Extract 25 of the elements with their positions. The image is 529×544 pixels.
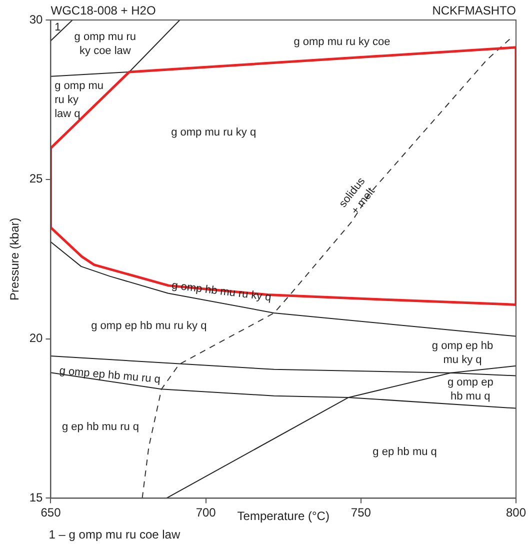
y-tick-label: 30: [29, 12, 44, 26]
x-axis-title: Temperature (°C): [237, 509, 330, 524]
annotation: g omp ep hb mu q: [447, 376, 494, 403]
annotation: g ep hb mu ru q: [62, 420, 140, 433]
x-tick-label: 700: [196, 506, 216, 520]
x-tick-label: 750: [350, 506, 372, 520]
text: 1 – g omp mu ru coe law: [48, 527, 180, 542]
y-tick-label: 15: [29, 490, 44, 505]
annotation: g omp mu ru ky coe: [294, 36, 390, 48]
annotation: g omp ep hb mu ru ky q: [91, 320, 207, 332]
annotation: g omp ep hb mu ru q: [58, 364, 161, 386]
y-axis-title: Pressure (kbar): [8, 218, 22, 300]
y-tick-label: 25: [29, 172, 44, 186]
annotation: g omp mu ru ky coe law: [74, 30, 136, 57]
y-tick-label: 20: [29, 331, 44, 346]
chart-subtitle: NCKFMASHTO: [432, 3, 516, 18]
annotation: g omp mu ru ky law q: [54, 80, 104, 120]
x-tick-label: 800: [506, 506, 526, 520]
x-tick-label: 650: [40, 506, 62, 520]
annotation: 1: [54, 22, 61, 34]
annotation: g ep hb mu q: [372, 446, 437, 458]
annotation: g omp mu ru ky q: [171, 126, 256, 138]
annotation: g omp hb mu ru ky q: [171, 280, 272, 304]
annotation: g omp ep hb mu ky q: [432, 340, 494, 366]
chart-title: WGC18-008 + H2O: [50, 3, 156, 18]
